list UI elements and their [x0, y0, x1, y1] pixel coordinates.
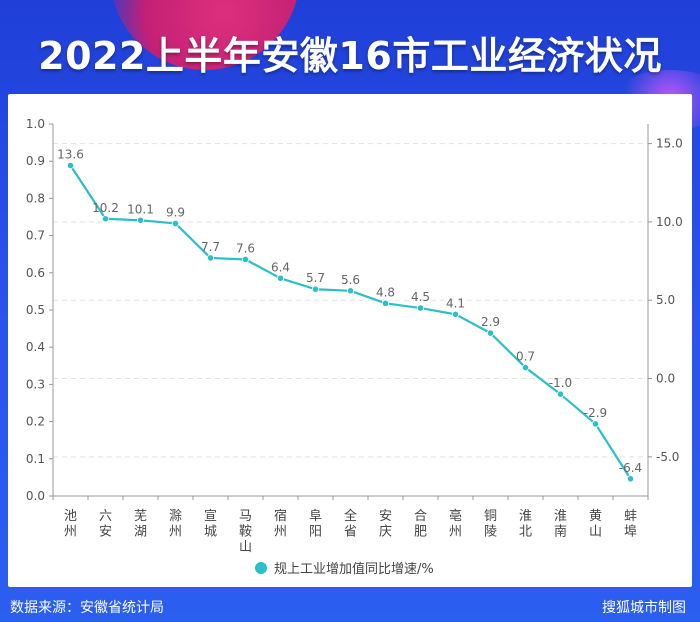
x-tick-label: 宣	[204, 508, 217, 524]
x-tick-label: 州	[449, 525, 462, 540]
data-point	[626, 475, 635, 483]
data-point	[416, 304, 425, 312]
x-tick-label: 马	[239, 509, 252, 524]
x-tick-label: 合	[414, 509, 427, 524]
x-tick-label: 鞍	[239, 524, 252, 540]
data-label: -2.9	[584, 406, 607, 420]
left-tick-label: 0.6	[26, 266, 45, 280]
x-tick-label: 阜	[309, 508, 322, 524]
x-tick-label: 州	[169, 525, 182, 540]
x-tick-label: 黄	[589, 509, 602, 524]
data-point	[556, 390, 565, 398]
data-label: 10.1	[127, 202, 154, 216]
data-label: 4.5	[411, 290, 430, 304]
x-tick-label: 阳	[309, 525, 322, 540]
x-tick-label: 六	[99, 509, 112, 524]
data-label: 0.7	[516, 350, 535, 364]
data-point	[381, 299, 390, 307]
x-tick-label: 亳	[449, 508, 462, 524]
data-label: 7.7	[201, 240, 220, 254]
left-tick-label: 0.3	[26, 377, 45, 391]
x-tick-label: 城	[204, 525, 217, 540]
data-label: 13.6	[57, 148, 84, 162]
x-tick-label: 埠	[624, 525, 637, 540]
left-tick-label: 0.7	[26, 229, 45, 243]
data-label: -6.4	[619, 461, 642, 475]
data-label: 4.1	[446, 296, 465, 310]
data-label: 5.6	[341, 273, 360, 287]
x-tick-label: 滁	[169, 508, 182, 524]
x-tick-label: 南	[554, 524, 567, 540]
x-tick-label: 湖	[134, 525, 147, 540]
left-tick-label: 0.4	[26, 340, 45, 354]
data-point	[591, 420, 600, 428]
x-tick-label: 淮	[554, 509, 567, 524]
x-tick-label: 安	[379, 509, 392, 524]
right-tick-label: 5.0	[656, 293, 675, 307]
data-point	[451, 310, 460, 318]
data-source: 数据来源：安徽省统计局	[10, 600, 164, 616]
data-point	[276, 274, 285, 282]
data-point	[136, 216, 145, 224]
data-point	[346, 287, 355, 295]
data-point	[206, 254, 215, 262]
data-label: 2.9	[481, 315, 500, 329]
right-tick-label: 15.0	[656, 137, 683, 151]
data-point	[66, 161, 75, 170]
x-tick-label: 安	[99, 525, 112, 540]
data-label: -1.0	[549, 376, 572, 390]
data-label: 7.6	[236, 241, 255, 255]
x-tick-label: 庆	[379, 525, 392, 540]
data-label: 6.4	[271, 260, 290, 274]
x-tick-label: 山	[239, 540, 252, 555]
legend-label: 规上工业增加值同比增速/%	[274, 561, 434, 577]
legend-marker	[255, 562, 267, 574]
left-tick-label: 1.0	[26, 117, 45, 131]
data-label: 10.2	[92, 201, 119, 215]
data-label: 4.8	[376, 285, 395, 299]
chart-panel: 0.0 0.1 0.2 0.3 0.4 0.5 0.6 0.7 0.8 0.9 1.0 -5.0 0.0…	[8, 94, 692, 587]
x-tick-label: 肥	[414, 525, 427, 540]
data-point	[486, 329, 495, 337]
right-tick-label: -5.0	[656, 450, 679, 464]
page-title: 2022上半年安徽16市工业经济状况	[38, 34, 662, 78]
x-tick-label: 芜	[134, 509, 147, 524]
left-tick-label: 0.8	[26, 191, 45, 205]
left-tick-label: 0.5	[26, 303, 45, 317]
x-tick-label: 山	[589, 525, 602, 540]
right-tick-label: 0.0	[656, 372, 675, 386]
left-tick-label: 0.9	[26, 154, 45, 168]
chart-credit: 搜狐城市制图	[602, 600, 686, 616]
x-tick-label: 州	[274, 525, 287, 540]
data-point	[101, 215, 110, 223]
x-tick-label: 全	[344, 508, 357, 524]
x-tick-label: 北	[519, 525, 532, 540]
series-line	[69, 164, 632, 480]
x-tick-label: 蚌	[624, 509, 637, 524]
right-tick-label: 10.0	[656, 215, 683, 229]
line-chart: 0.0 0.1 0.2 0.3 0.4 0.5 0.6 0.7 0.8 0.9 1.0 -5.0 0.0…	[26, 117, 683, 577]
data-label: 5.7	[306, 271, 325, 285]
x-tick-label: 省	[344, 525, 357, 540]
x-tick-label: 陵	[484, 525, 497, 540]
data-point	[171, 219, 180, 228]
x-tick-label: 宿	[274, 508, 287, 524]
x-tick-label: 池	[64, 509, 77, 524]
left-tick-label: 0.2	[26, 415, 45, 429]
data-point	[521, 363, 530, 372]
x-tick-label: 淮	[519, 509, 532, 524]
data-point	[311, 285, 320, 293]
left-tick-label: 0.0	[26, 489, 45, 503]
x-tick-label: 州	[64, 525, 77, 540]
left-tick-label: 0.1	[26, 452, 45, 466]
data-point	[241, 255, 250, 264]
x-tick-label: 铜	[484, 509, 497, 524]
data-label: 9.9	[166, 205, 185, 219]
